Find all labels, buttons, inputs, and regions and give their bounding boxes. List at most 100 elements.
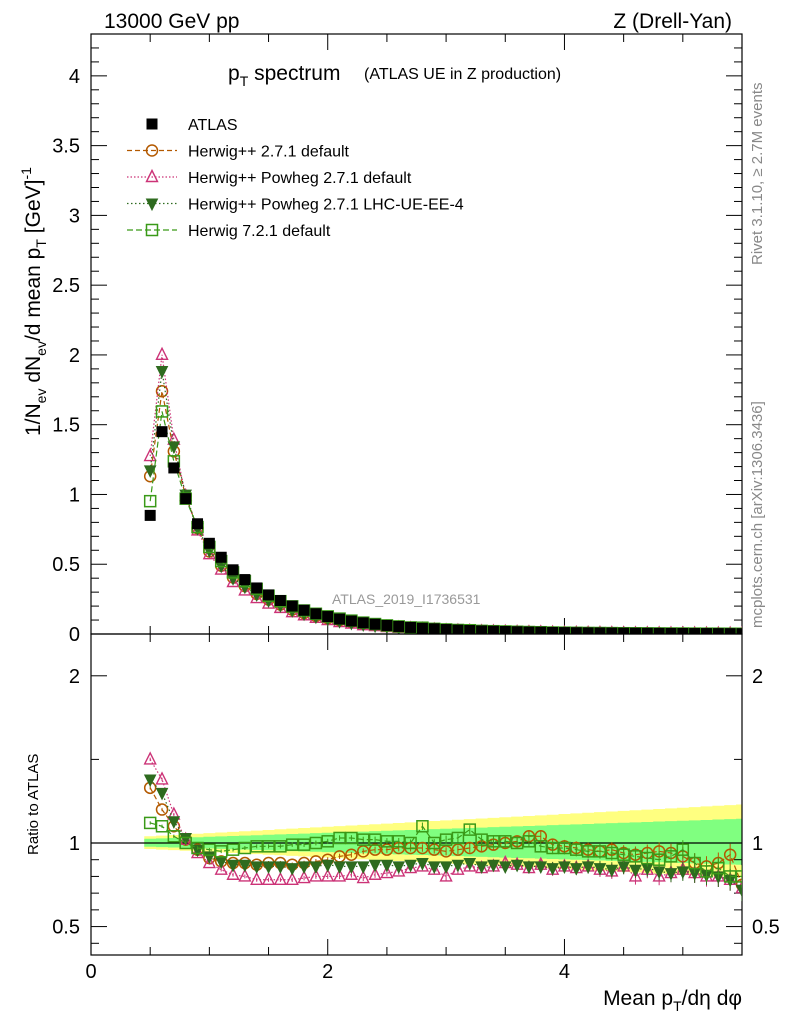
y-tick-label: 1	[69, 484, 80, 506]
data-point-ratio	[368, 859, 382, 873]
data-point-atlas	[724, 628, 736, 634]
legend-label-herwig7: Herwig 7.2.1 default	[188, 223, 331, 240]
data-point-ratio	[546, 841, 559, 855]
data-point-ratio	[297, 861, 311, 875]
data-point-main	[155, 384, 169, 398]
data-point-main	[143, 494, 157, 508]
ratio-frame	[90, 633, 743, 956]
data-point-ratio	[558, 841, 571, 855]
data-point-main	[143, 448, 157, 462]
data-point-ratio	[143, 751, 157, 765]
data-point-ratio	[250, 871, 264, 885]
data-point-ratio	[143, 774, 157, 788]
data-point-ratio	[368, 866, 382, 880]
y-tick-label: 3.5	[52, 136, 80, 158]
data-point-ratio	[285, 838, 299, 851]
data-point-ratio	[664, 868, 678, 881]
data-point-ratio	[676, 866, 690, 880]
x-axis-label: Mean pT/dη dφ	[603, 987, 742, 1014]
ratio-axis-label: Ratio to ATLAS	[25, 754, 42, 855]
data-point-ratio	[179, 836, 192, 850]
data-point-ratio	[688, 856, 701, 870]
y-tick-label: 0.5	[52, 554, 80, 576]
data-point-ratio	[416, 858, 429, 871]
legend-marker-powheg_ee4	[145, 198, 159, 212]
data-point-atlas	[286, 600, 298, 612]
data-point-atlas	[452, 624, 464, 634]
legend-label-atlas: ATLAS	[188, 117, 238, 134]
data-point-ratio	[274, 861, 287, 875]
data-point-ratio	[581, 845, 595, 858]
data-point-main	[238, 582, 252, 596]
data-point-ratio	[297, 870, 311, 884]
data-point-ratio	[285, 871, 299, 885]
data-point-ratio	[463, 858, 477, 871]
data-point-ratio	[498, 861, 512, 875]
series-ratio-powheg_ee4	[143, 774, 742, 902]
data-point-ratio	[332, 868, 347, 882]
y-tick-label: 4	[69, 66, 80, 88]
rivet-version-label: Rivet 3.1.10, ≥ 2.7M events	[749, 83, 766, 266]
data-point-atlas	[618, 627, 630, 634]
data-point-ratio	[522, 835, 536, 848]
data-point-ratio	[380, 859, 394, 873]
data-point-ratio	[723, 870, 737, 883]
data-point-ratio	[309, 836, 323, 850]
title-p: p	[228, 62, 240, 85]
data-point-atlas	[416, 622, 428, 634]
data-point-atlas	[239, 574, 251, 586]
data-point-ratio	[415, 858, 430, 872]
data-point-atlas	[653, 627, 665, 634]
data-point-ratio	[569, 863, 583, 876]
data-point-atlas	[405, 621, 417, 633]
data-point-ratio	[309, 868, 323, 882]
data-point-ratio	[439, 861, 453, 875]
legend-label-herwigpp: Herwig++ 2.7.1 default	[188, 144, 350, 161]
ylabel-exp: -1	[18, 167, 34, 180]
data-point-ratio	[510, 836, 524, 850]
ylabel-part2: dN	[22, 356, 45, 389]
series-line-ratio	[149, 779, 742, 891]
data-point-ratio	[380, 865, 394, 879]
data-point-ratio	[262, 840, 275, 853]
data-point-ratio	[226, 843, 240, 856]
data-point-ratio	[214, 845, 228, 858]
data-point-ratio	[356, 870, 370, 884]
data-point-atlas	[227, 564, 239, 576]
data-point-atlas	[464, 625, 476, 634]
data-point-ratio	[155, 787, 169, 801]
data-point-ratio	[167, 816, 181, 829]
plot-title: pT spectrum	[228, 62, 340, 89]
data-point-ratio	[570, 843, 583, 856]
data-point-ratio	[226, 859, 240, 873]
data-point-ratio	[463, 858, 477, 872]
data-point-ratio	[261, 871, 276, 885]
data-point-atlas	[251, 582, 263, 594]
data-point-ratio	[427, 861, 441, 875]
ratio-tick-label: 2	[69, 666, 80, 688]
data-point-ratio	[475, 833, 488, 846]
data-point-ratio	[735, 884, 742, 898]
data-point-ratio	[510, 859, 524, 873]
data-point-ratio	[676, 843, 690, 856]
data-point-ratio	[155, 803, 169, 816]
data-point-atlas	[381, 619, 393, 631]
data-point-atlas	[357, 617, 369, 629]
data-point-atlas	[594, 627, 606, 634]
data-point-atlas	[487, 625, 499, 634]
data-point-ratio	[439, 868, 453, 882]
data-point-atlas	[322, 611, 334, 623]
data-point-ratio	[664, 850, 678, 863]
data-point-atlas	[345, 615, 357, 627]
data-point-ratio	[546, 863, 559, 876]
data-point-ratio	[735, 870, 742, 883]
data-point-ratio	[344, 866, 359, 880]
data-point-ratio	[605, 846, 619, 860]
xlabel-T: T	[673, 998, 682, 1014]
y-tick-label: 2	[69, 345, 80, 367]
ratio-tick-label: 0.5	[52, 917, 80, 939]
y-tick-label: 3	[69, 205, 80, 227]
data-point-ratio	[617, 848, 630, 861]
xlabel-part2: /dη dφ	[682, 987, 742, 1010]
data-point-ratio	[191, 841, 204, 855]
